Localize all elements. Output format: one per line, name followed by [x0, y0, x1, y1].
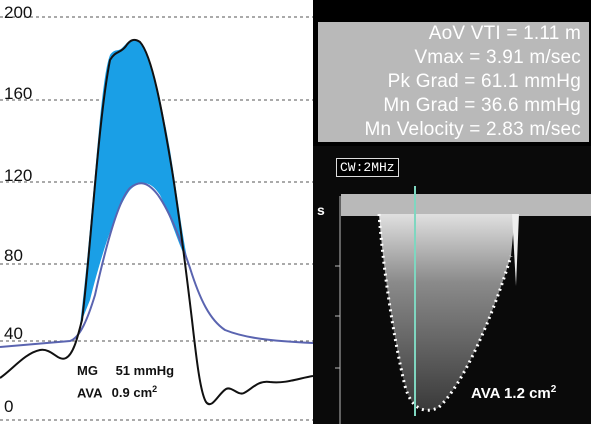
ava-echo-label: AVA 1.2 cm2: [471, 384, 556, 402]
mean-gradient-note: MG 51 mmHg: [77, 363, 174, 378]
y-tick-label: 40: [4, 324, 23, 343]
baseline-band: [341, 194, 591, 216]
measurement-mean-velocity: Mn Velocity = 2.83 m/sec: [364, 119, 581, 140]
aortic-pressure-trace: [0, 182, 313, 348]
measurement-peak-gradient: Pk Grad = 61.1 mmHg: [387, 71, 581, 92]
y-tick-label: 200: [4, 3, 33, 22]
measurement-vmax: Vmax = 3.91 m/sec: [414, 47, 581, 68]
velocity-envelope: [379, 214, 515, 411]
scale-tick-marks: [335, 265, 340, 369]
y-tick-label: 160: [4, 84, 33, 103]
ava-unit-sup: 2: [152, 384, 158, 394]
ava-echo-unit-sup: 2: [550, 384, 557, 395]
mg-value: 51 mmHg: [115, 363, 175, 378]
grid-lines: [0, 16, 313, 421]
ava-echo-text: AVA 1.2 cm: [471, 385, 551, 402]
y-tick-label: 0: [4, 397, 14, 416]
ava-label: AVA: [77, 385, 103, 401]
y-tick-label: 120: [4, 166, 33, 185]
envelope-tracing: [377, 213, 513, 412]
y-tick-label: 80: [4, 246, 23, 265]
pressure-tracing: [0, 16, 313, 421]
lv-pressure-trace: [0, 38, 313, 406]
measurement-mean-gradient: Mn Grad = 36.6 mmHg: [383, 95, 581, 116]
ava-catheter-note: AVA 0.9 cm2: [77, 384, 157, 400]
pressure-tracing-panel: 200 160 120 80 40 0 MG 51 mmHg AVA 0.9 c…: [0, 3, 313, 421]
measurement-vti: AoV VTI = 1.11 m: [428, 23, 581, 44]
measurement-box: AoV VTI = 1.11 m Vmax = 3.91 m/sec Pk Gr…: [318, 22, 589, 142]
scale-marker: s: [317, 202, 325, 218]
doppler-spectrum: [313, 146, 591, 424]
mg-label: MG: [77, 363, 98, 378]
doppler-spectrum-image: [335, 186, 591, 424]
cw-mode-label: CW:2MHz: [336, 158, 399, 177]
doppler-panel: AoV VTI = 1.11 m Vmax = 3.91 m/sec Pk Gr…: [313, 0, 591, 424]
valve-click-spike: [512, 214, 519, 286]
ava-value: 0.9 cm: [111, 385, 153, 401]
